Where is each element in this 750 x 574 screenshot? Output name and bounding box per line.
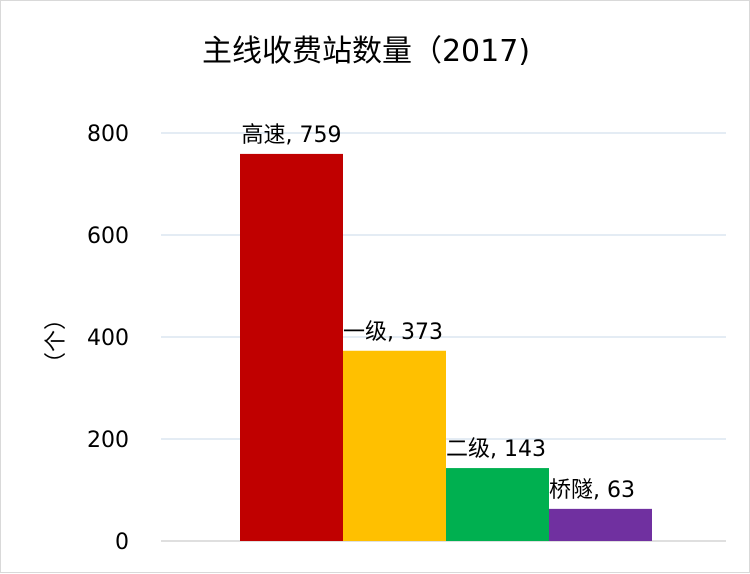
y-axis-label: （个） — [44, 308, 69, 374]
bar-3 — [549, 508, 652, 541]
y-tick-label: 400 — [87, 326, 129, 351]
y-tick-label: 200 — [87, 428, 129, 453]
data-label-0: 高速, 759 — [242, 123, 342, 148]
bars — [240, 153, 652, 541]
bar-0 — [240, 153, 343, 541]
data-label-1: 一级, 373 — [343, 320, 443, 345]
chart-title: 主线收费站数量（2017) — [202, 34, 530, 69]
bar-1 — [343, 350, 446, 541]
y-tick-label: 0 — [115, 530, 129, 555]
data-label-3: 桥隧, 63 — [549, 478, 635, 503]
data-label-2: 二级, 143 — [446, 437, 546, 462]
y-axis-ticks: 0 200 400 600 800 — [87, 122, 129, 555]
y-tick-label: 800 — [87, 122, 129, 147]
y-tick-label: 600 — [87, 224, 129, 249]
bar-2 — [446, 468, 549, 541]
